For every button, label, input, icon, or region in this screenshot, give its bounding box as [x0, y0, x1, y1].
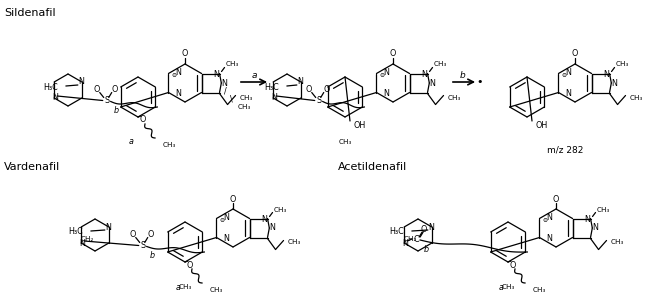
Text: •: • [477, 77, 483, 87]
Text: CH₂: CH₂ [80, 236, 93, 242]
Text: CH₃: CH₃ [434, 61, 447, 67]
Text: Sildenafil: Sildenafil [4, 8, 56, 18]
Text: a: a [129, 137, 133, 147]
Text: ⊖: ⊖ [171, 73, 176, 78]
Text: N: N [430, 78, 436, 88]
Text: N: N [546, 234, 552, 243]
Text: Acetildenafil: Acetildenafil [338, 162, 407, 172]
Text: N: N [593, 223, 598, 233]
Text: O: O [140, 116, 146, 125]
Text: N: N [223, 234, 229, 243]
Text: N: N [546, 213, 552, 222]
Text: N: N [422, 70, 428, 79]
Text: CH₂: CH₂ [403, 236, 416, 242]
Text: /: / [224, 87, 227, 95]
Text: CH₃: CH₃ [163, 142, 176, 148]
Text: O: O [421, 224, 428, 233]
Text: ⊖: ⊖ [561, 73, 566, 78]
Text: CH₃: CH₃ [630, 95, 643, 101]
Text: b: b [460, 71, 466, 80]
Text: CH₃: CH₃ [288, 240, 301, 246]
Text: CH₃: CH₃ [615, 61, 629, 67]
Text: N: N [176, 89, 182, 98]
Text: O: O [93, 85, 100, 94]
Text: a: a [176, 282, 180, 292]
Text: N: N [213, 70, 219, 79]
Text: CH₃: CH₃ [611, 240, 624, 246]
Text: N: N [402, 239, 408, 247]
Text: OH: OH [353, 120, 365, 130]
Text: N: N [585, 215, 591, 224]
Text: ⊖: ⊖ [219, 218, 224, 223]
Text: b: b [424, 244, 429, 254]
Text: b: b [114, 106, 119, 115]
Text: CH₃: CH₃ [597, 206, 610, 212]
Text: N: N [262, 215, 267, 224]
Text: O: O [572, 50, 578, 58]
Text: S: S [316, 96, 322, 105]
Text: N: N [221, 78, 227, 88]
Text: CH₃: CH₃ [274, 206, 287, 212]
Text: H₃C: H₃C [389, 227, 404, 237]
Text: O: O [111, 85, 118, 94]
Text: H₃C: H₃C [43, 82, 58, 92]
Text: N: N [428, 223, 434, 232]
Text: S: S [104, 96, 109, 105]
Text: O: O [129, 230, 136, 239]
Text: N: N [52, 94, 58, 102]
Text: C: C [413, 234, 419, 244]
Text: O: O [390, 50, 396, 58]
Text: CH₃: CH₃ [448, 95, 461, 101]
Text: N: N [105, 223, 111, 232]
Text: N: N [223, 213, 229, 222]
Text: N: N [383, 89, 389, 98]
Text: ⊖: ⊖ [542, 218, 547, 223]
Text: N: N [269, 223, 275, 233]
Text: N: N [566, 89, 572, 98]
Text: N: N [176, 68, 182, 77]
Text: m/z 282: m/z 282 [547, 146, 583, 154]
Text: N: N [271, 94, 277, 102]
Text: O: O [230, 195, 236, 203]
Text: a: a [499, 282, 503, 292]
Text: S: S [140, 241, 145, 250]
Text: N: N [78, 78, 84, 87]
Text: ⊖: ⊖ [379, 73, 384, 78]
Text: O: O [187, 261, 193, 270]
Text: O: O [182, 50, 188, 58]
Text: CH₃: CH₃ [225, 61, 239, 67]
Text: CH₃: CH₃ [338, 139, 351, 145]
Text: N: N [611, 78, 617, 88]
Text: H₃C: H₃C [264, 82, 279, 92]
Text: \: \ [230, 95, 233, 103]
Text: OH: OH [535, 120, 547, 130]
Text: O: O [553, 195, 559, 203]
Text: N: N [566, 68, 572, 77]
Text: N: N [297, 78, 303, 87]
Text: CH₃: CH₃ [501, 284, 514, 290]
Text: CH₃: CH₃ [533, 287, 546, 293]
Text: O: O [324, 85, 330, 94]
Text: a: a [251, 71, 257, 80]
Text: CH₃: CH₃ [178, 284, 192, 290]
Text: H₃C: H₃C [68, 227, 83, 237]
Text: Vardenafil: Vardenafil [4, 162, 60, 172]
Text: O: O [148, 230, 154, 239]
Text: N: N [383, 68, 389, 77]
Text: O: O [510, 261, 516, 270]
Text: O: O [306, 85, 312, 94]
Text: CH₃: CH₃ [239, 95, 253, 101]
Text: b: b [151, 251, 155, 260]
Text: CH₃: CH₃ [237, 104, 251, 110]
Text: CH₃: CH₃ [210, 287, 223, 293]
Text: N: N [603, 70, 609, 79]
Text: N: N [79, 239, 85, 247]
